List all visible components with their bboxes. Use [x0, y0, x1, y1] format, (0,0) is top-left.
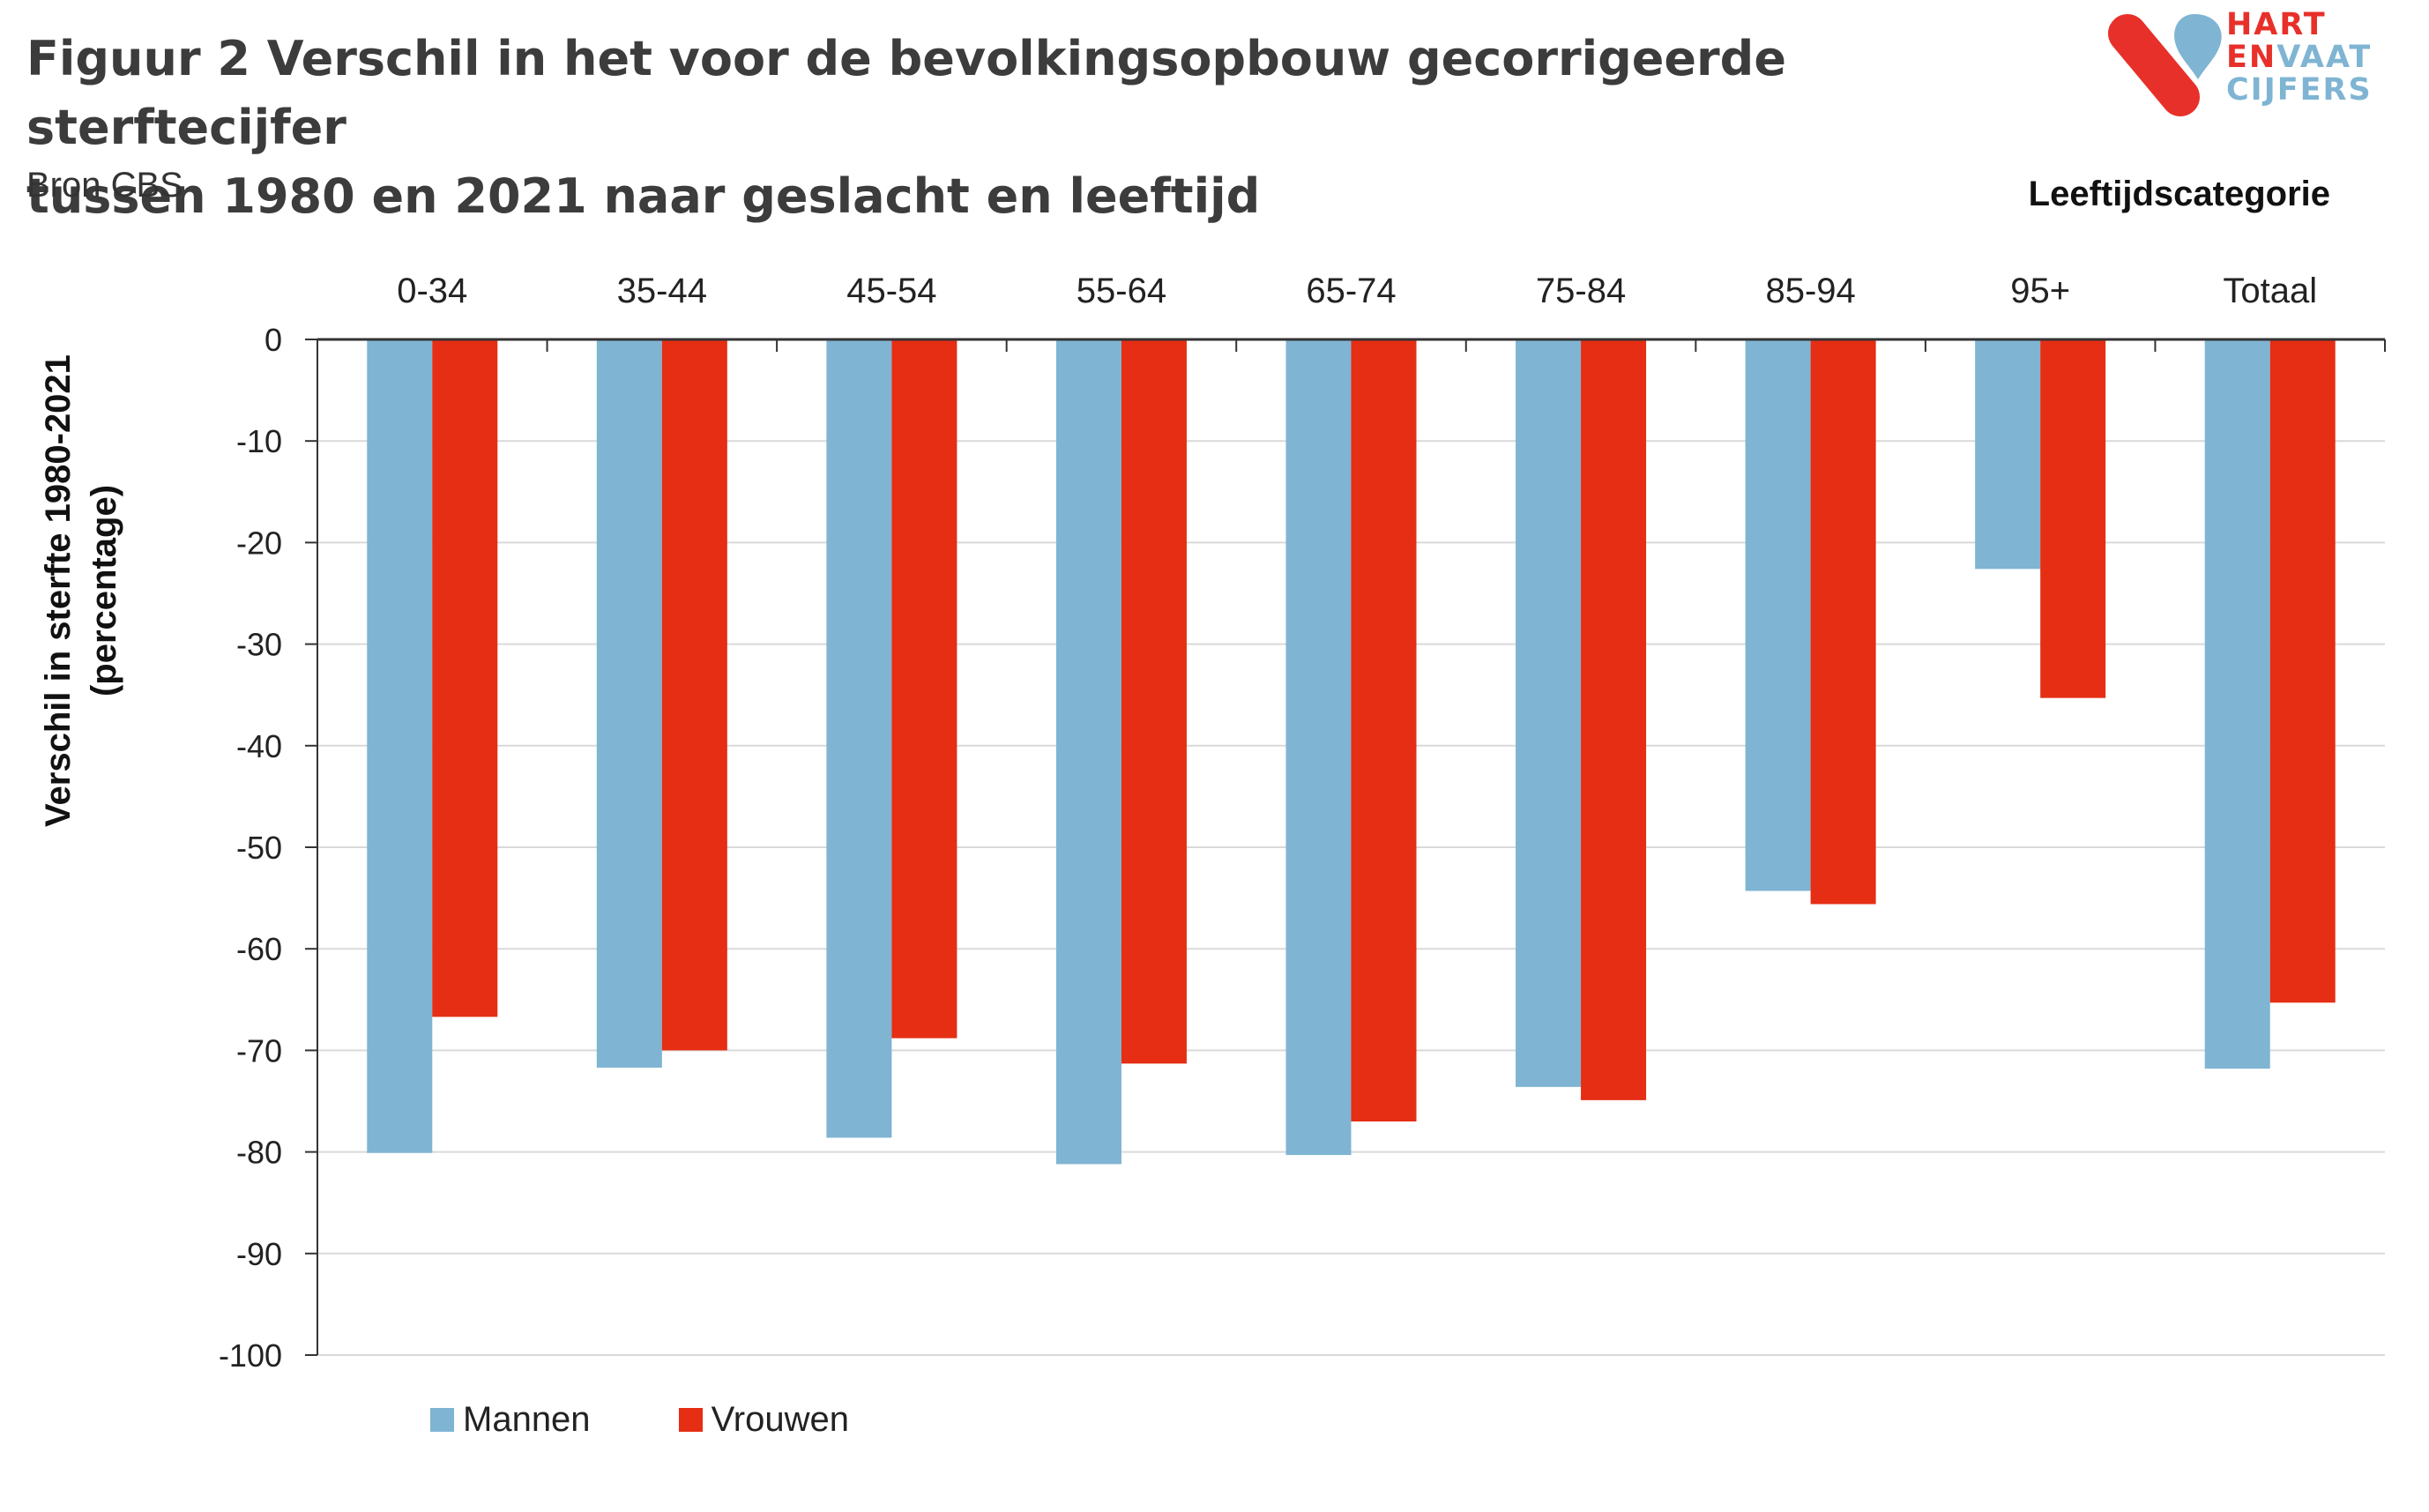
- bar-mannen-85-94: [1745, 339, 1811, 891]
- x-axis-title: Leeftijdscategorie: [2028, 175, 2330, 213]
- legend-label-vrouwen: Vrouwen: [711, 1400, 849, 1439]
- logo-word-vaat: VAAT: [2276, 40, 2373, 75]
- logo-text: HART ENVAAT CIJFERS: [2226, 9, 2373, 107]
- hartenvaatcijfers-logo: HART ENVAAT CIJFERS: [2103, 9, 2403, 119]
- legend-swatch-mannen: [430, 1408, 454, 1432]
- bar-vrouwen-35-44: [661, 339, 727, 1051]
- chart-title-line-2: tussen 1980 en 2021 naar geslacht en lee…: [26, 168, 1261, 224]
- bar-vrouwen-55-64: [1121, 339, 1187, 1064]
- bar-vrouwen-75-84: [1581, 339, 1647, 1100]
- bar-mannen-totaal: [2204, 339, 2270, 1069]
- bar-mannen-45-54: [826, 339, 892, 1138]
- logo-word-hart: HART: [2226, 7, 2327, 42]
- bar-vrouwen-0-34: [432, 339, 498, 1017]
- legend-label-mannen: Mannen: [463, 1400, 591, 1439]
- bar-vrouwen-85-94: [1810, 339, 1876, 905]
- bar-mannen-0-34: [367, 339, 433, 1153]
- bar-vrouwen-45-54: [891, 339, 957, 1039]
- legend: Mannen Vrouwen: [430, 1400, 937, 1440]
- y-tick-label: -100: [219, 1337, 282, 1374]
- category-labels: 0-34 35-44 45-54 55-64 65-74 75-84 85-94 95+ Tot…: [397, 272, 2317, 310]
- bar-vrouwen-65-74: [1351, 339, 1417, 1122]
- chart-title-line-1: Figuur 2 Verschil in het voor de bevolki…: [26, 31, 1786, 155]
- category-label: 95+: [2010, 272, 2070, 310]
- bars: [367, 339, 2336, 1165]
- category-label: 45-54: [846, 272, 936, 310]
- y-tick-label: -70: [236, 1032, 282, 1069]
- source-note: Bron CBS: [26, 166, 183, 205]
- category-label: 35-44: [617, 272, 707, 310]
- y-tick-label: -10: [236, 423, 282, 459]
- category-label: 0-34: [397, 272, 467, 310]
- category-label: 65-74: [1306, 272, 1396, 310]
- bar-mannen-55-64: [1055, 339, 1121, 1165]
- category-label: 55-64: [1077, 272, 1166, 310]
- axes: [317, 338, 2386, 1355]
- bar-mannen-75-84: [1516, 339, 1582, 1087]
- category-label: Totaal: [2223, 272, 2317, 310]
- y-tick-label: 0: [265, 322, 282, 358]
- y-tick-label: -20: [236, 525, 282, 561]
- y-tick-label: -50: [236, 830, 282, 866]
- logo-word-cijfers: CIJFERS: [2226, 72, 2373, 108]
- bar-vrouwen-95+: [2040, 339, 2106, 698]
- category-label: 75-84: [1536, 272, 1626, 310]
- category-label: 85-94: [1765, 272, 1855, 310]
- legend-item-vrouwen: Vrouwen: [678, 1400, 849, 1440]
- y-tick-label: -40: [236, 728, 282, 764]
- chart-title: Figuur 2 Verschil in het voor de bevolki…: [26, 25, 2054, 231]
- logo-word-en: EN: [2226, 40, 2277, 75]
- bar-vrouwen-totaal: [2269, 339, 2336, 1003]
- y-tick-labels: 0 -10 -20 -30 -40 -50 -60 -70 -80 -90 -100: [219, 322, 282, 1374]
- y-tick-label: -90: [236, 1236, 282, 1272]
- legend-swatch-vrouwen: [678, 1408, 703, 1432]
- y-tick-label: -60: [236, 931, 282, 967]
- logo-mark-icon: [2108, 14, 2222, 116]
- legend-item-mannen: Mannen: [430, 1400, 591, 1440]
- bar-mannen-35-44: [596, 339, 662, 1068]
- y-tick-label: -80: [236, 1135, 282, 1171]
- bar-mannen-95+: [1975, 339, 2041, 570]
- y-tick-label: -30: [236, 627, 282, 663]
- bar-mannen-65-74: [1285, 339, 1352, 1156]
